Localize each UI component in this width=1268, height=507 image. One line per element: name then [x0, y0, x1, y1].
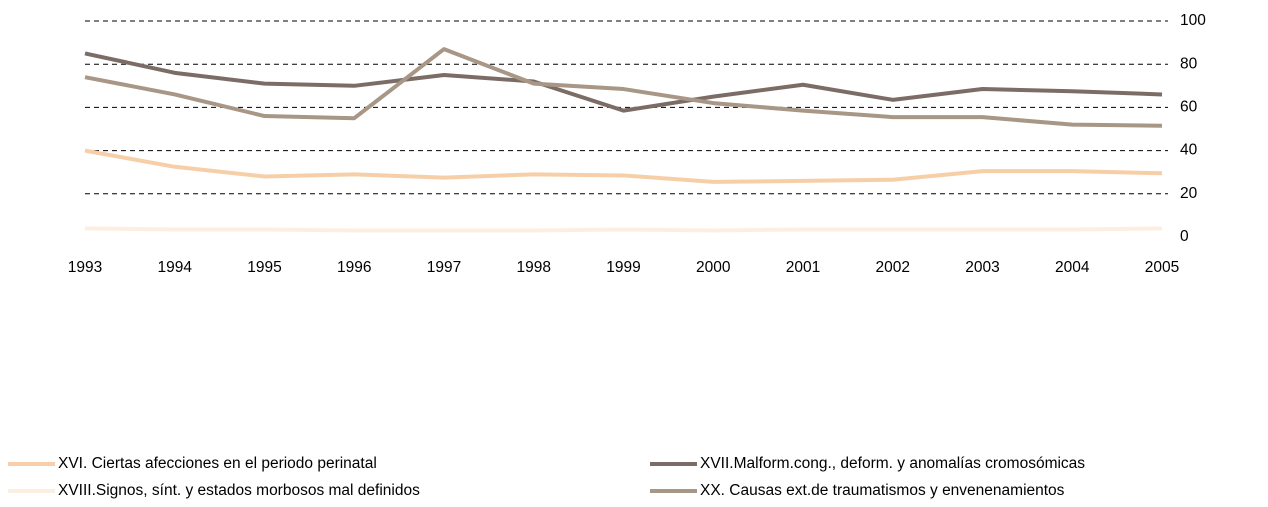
x-tick-label: 2001 [786, 259, 820, 276]
x-tick-label: 1998 [517, 259, 551, 276]
series-line [84, 148, 1163, 184]
series-line [84, 226, 1163, 233]
x-tick-label: 1997 [427, 259, 461, 276]
legend-label: XVI. Ciertas afecciones en el periodo pe… [58, 455, 377, 472]
y-tick-label: 0 [1180, 228, 1189, 245]
y-tick-label: 60 [1180, 98, 1198, 115]
series-line [84, 47, 1163, 128]
y-tick-label: 80 [1180, 55, 1198, 72]
x-tick-label: 1995 [247, 259, 281, 276]
x-tick-label: 1999 [606, 259, 640, 276]
x-tick-label: 2005 [1145, 259, 1179, 276]
x-tick-label: 2004 [1055, 259, 1090, 276]
legend-label: XVIII.Signos, sínt. y estados morbosos m… [58, 482, 420, 499]
y-tick-label: 40 [1180, 142, 1198, 159]
x-tick-label: 1993 [68, 259, 102, 276]
legend-label: XX. Causas ext.de traumatismos y envenen… [700, 482, 1065, 499]
legend-label: XVII.Malform.cong., deform. y anomalías … [700, 455, 1085, 472]
x-tick-label: 2002 [876, 259, 910, 276]
y-tick-label: 20 [1180, 185, 1198, 202]
series-line [84, 51, 1163, 113]
x-tick-label: 1994 [158, 259, 193, 276]
x-tick-label: 2003 [965, 259, 999, 276]
y-tick-label: 100 [1180, 12, 1206, 29]
x-tick-label: 1996 [337, 259, 371, 276]
x-tick-label: 2000 [696, 259, 731, 276]
